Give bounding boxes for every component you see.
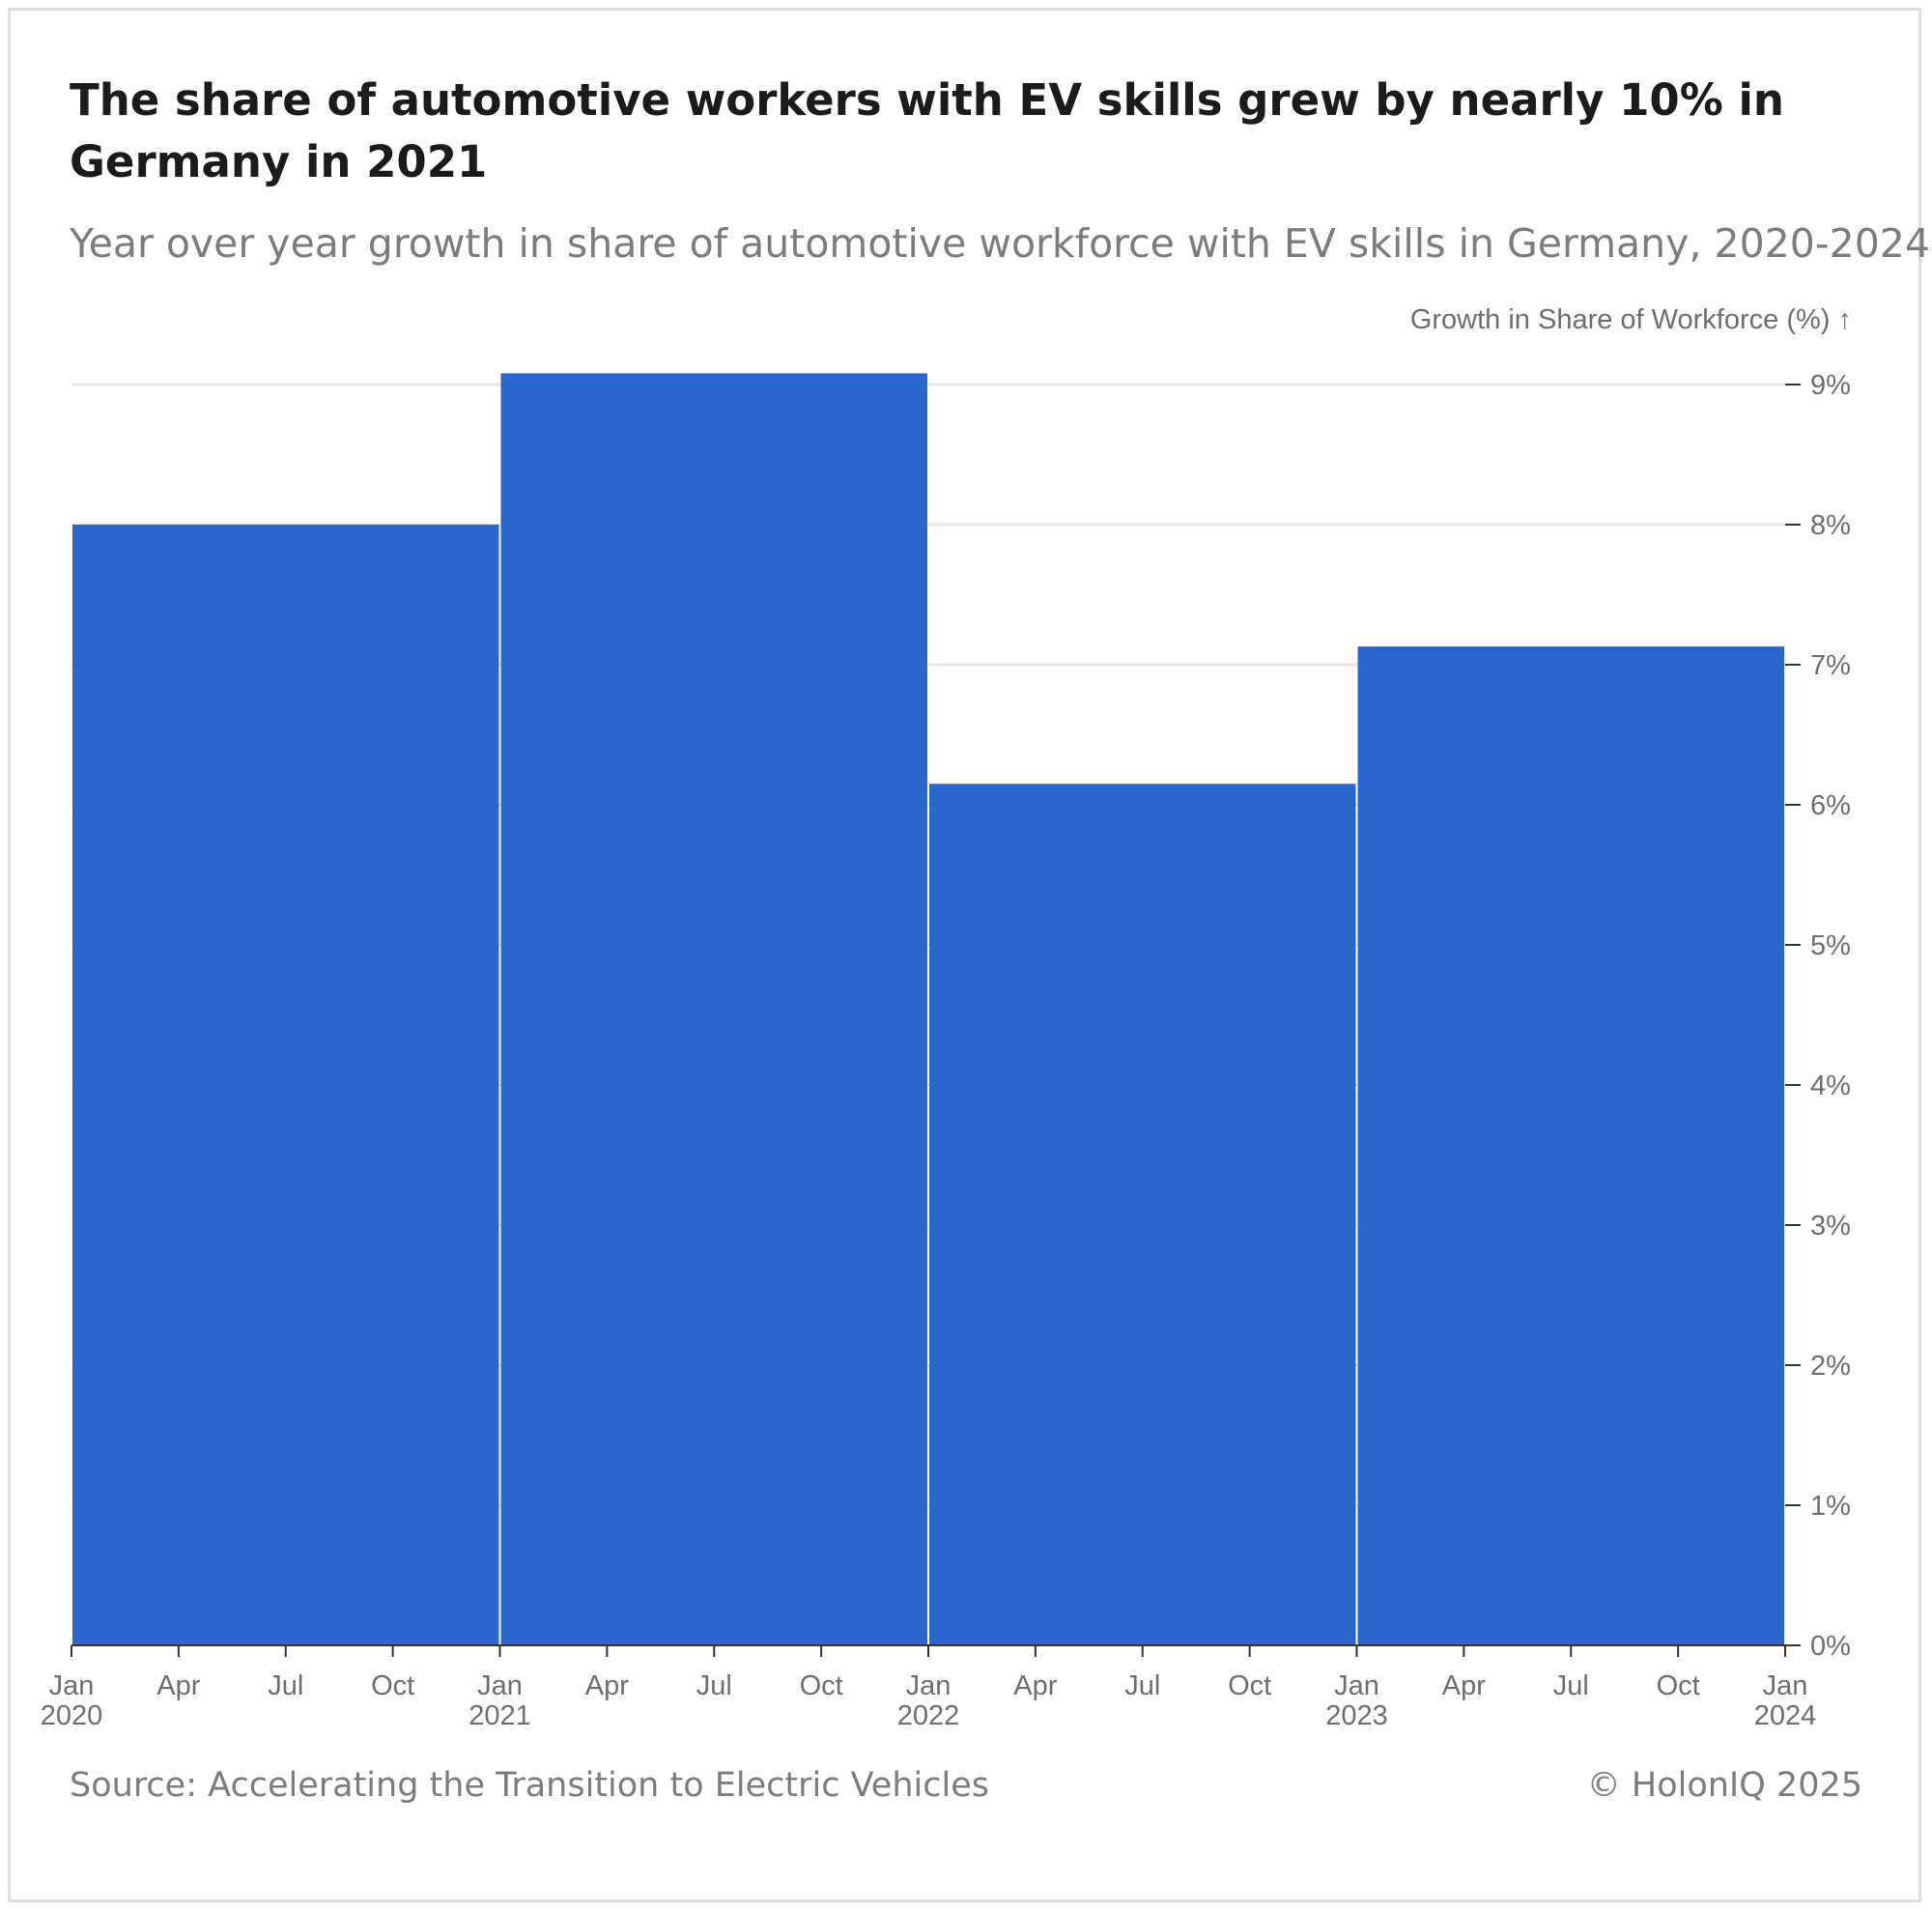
bar[interactable] xyxy=(1357,646,1785,1645)
x-tick-label: Jul xyxy=(1553,1670,1589,1701)
y-tick-label: 1% xyxy=(1810,1491,1851,1522)
source-note: Source: Accelerating the Transition to E… xyxy=(70,1766,989,1805)
chart-subtitle: Year over year growth in share of automo… xyxy=(70,220,1930,267)
x-tick-year-label: 2023 xyxy=(1325,1700,1388,1731)
x-tick-label: Oct xyxy=(800,1670,843,1701)
y-tick-label: 5% xyxy=(1810,930,1851,961)
x-tick-label: Jul xyxy=(268,1670,303,1701)
x-tick-label: Jul xyxy=(696,1670,732,1701)
y-axis-label: Growth in Share of Workforce (%) ↑ xyxy=(1410,304,1852,335)
x-tick-label: Jul xyxy=(1124,1670,1160,1701)
y-tick-label: 3% xyxy=(1810,1211,1851,1241)
bar[interactable] xyxy=(72,525,499,1645)
chart-title: The share of automotive workers with EV … xyxy=(70,74,1784,187)
x-tick-label: Apr xyxy=(156,1670,200,1701)
x-tick-label: Oct xyxy=(371,1670,414,1701)
bar[interactable] xyxy=(929,784,1356,1645)
x-tick-label: Oct xyxy=(1657,1670,1700,1701)
x-tick-year-label: 2020 xyxy=(41,1700,103,1731)
x-tick-label: Jan xyxy=(906,1670,952,1701)
x-tick-label: Apr xyxy=(1442,1670,1486,1701)
x-tick-label: Jan xyxy=(49,1670,95,1701)
x-tick-label: Jan xyxy=(477,1670,523,1701)
x-tick-label: Jan xyxy=(1334,1670,1379,1701)
x-tick-year-label: 2024 xyxy=(1754,1700,1817,1731)
y-tick-label: 8% xyxy=(1810,510,1851,541)
x-tick-year-label: 2021 xyxy=(469,1700,531,1731)
y-tick-label: 4% xyxy=(1810,1070,1851,1101)
x-tick-label: Apr xyxy=(1013,1670,1057,1701)
bars xyxy=(72,373,1784,1645)
x-tick-label: Jan xyxy=(1763,1670,1808,1701)
y-tick-label: 9% xyxy=(1810,370,1851,401)
y-tick-label: 0% xyxy=(1810,1631,1851,1662)
x-tick-year-label: 2022 xyxy=(897,1700,960,1731)
y-tick-label: 6% xyxy=(1810,790,1851,821)
bar[interactable] xyxy=(500,373,928,1645)
x-tick-label: Oct xyxy=(1228,1670,1271,1701)
copyright-note: © HolonIQ 2025 xyxy=(1586,1766,1862,1805)
y-tick-label: 7% xyxy=(1810,650,1851,681)
y-tick-label: 2% xyxy=(1810,1351,1851,1382)
x-tick-label: Apr xyxy=(585,1670,629,1701)
